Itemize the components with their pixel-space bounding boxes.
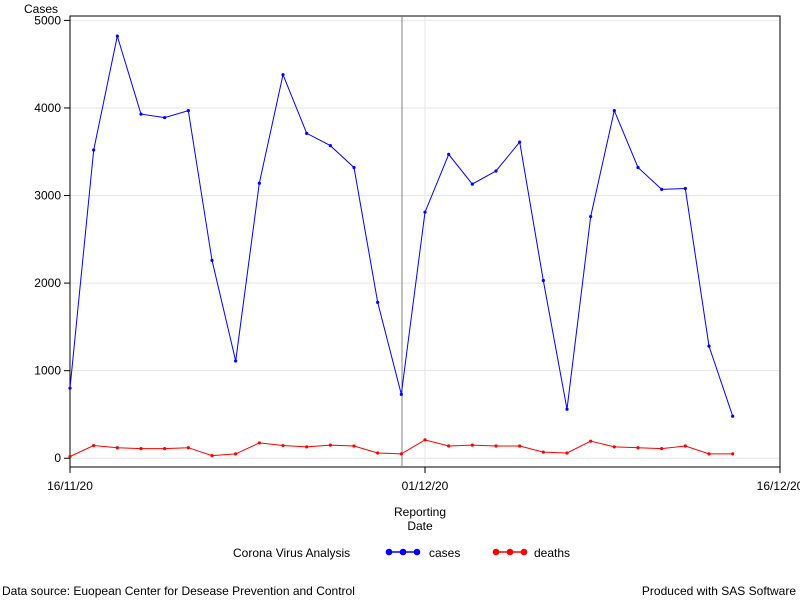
data-point-deaths [257,441,261,445]
legend-item-deaths: deaths [492,546,570,560]
data-point-deaths [399,452,403,456]
y-axis-label: Cases [24,2,58,16]
data-point-cases [565,407,569,411]
data-point-cases [92,148,96,152]
legend-label-cases: cases [429,546,460,560]
series-lines [68,34,735,459]
data-point-cases [352,165,356,170]
x-tick-label: 01/12/20 [402,479,449,493]
data-point-cases [257,181,261,185]
y-tick-label: 3000 [34,189,61,203]
data-point-cases [541,278,545,283]
y-tick-label: 4000 [34,101,61,115]
legend-marker-deaths [520,548,528,556]
data-point-deaths [636,446,640,450]
data-point-cases [518,140,522,144]
x-axis-label-line2: Date [407,519,433,533]
data-point-cases [660,187,664,191]
data-point-cases [68,386,72,390]
data-point-cases [589,214,593,219]
axes: 0 1000 2000 3000 4000 5000 16/11/20 01/12/20 16/… [34,13,800,493]
data-point-deaths [541,450,545,454]
data-point-cases [281,73,285,77]
legend-item-cases: cases [385,546,460,560]
grid [69,16,781,467]
data-point-deaths [494,444,498,448]
data-point-deaths [352,444,356,448]
data-point-cases [612,108,616,113]
footnote-produced-with: Produced with SAS Software [641,584,796,598]
x-axis-label-line1: Reporting [394,505,446,519]
x-tick-label: 16/11/20 [47,479,93,493]
data-point-deaths [281,443,285,448]
data-point-deaths [612,445,616,449]
data-point-deaths [328,443,332,447]
legend-title: Corona Virus Analysis [233,546,350,560]
data-point-cases [731,414,735,418]
data-point-deaths [92,443,96,448]
data-point-cases [115,34,119,38]
data-point-deaths [139,447,143,451]
data-point-cases [328,144,332,148]
data-point-cases [139,112,143,116]
y-tick-label: 1000 [34,364,61,378]
data-point-cases [636,165,640,170]
legend-marker-cases [385,548,393,556]
legend-marker-cases [413,548,421,556]
legend: Corona Virus Analysis cases deaths [233,546,570,560]
data-point-deaths [210,454,214,458]
data-point-cases [399,392,403,396]
x-tick-label: 16/12/20 [757,479,800,493]
data-point-deaths [565,451,569,455]
legend-marker-deaths [506,548,514,556]
data-point-deaths [589,439,593,443]
data-point-deaths [186,446,190,450]
data-point-deaths [68,454,72,459]
data-point-deaths [470,443,474,447]
y-tick-label: 0 [54,451,61,465]
data-point-cases [186,108,190,113]
data-point-deaths [115,446,119,450]
data-point-cases [210,258,214,262]
data-point-deaths [518,444,522,448]
footnote-data-source: Data source: Euopean Center for Desease … [2,584,355,598]
data-point-deaths [731,452,735,456]
y-tick-label: 2000 [34,276,61,290]
data-point-cases [163,115,167,120]
legend-marker-cases [399,548,407,556]
data-point-deaths [707,452,711,456]
y-tick-label: 5000 [34,13,61,27]
data-point-cases [234,359,238,363]
data-point-deaths [423,438,427,442]
data-point-deaths [683,444,687,448]
legend-label-deaths: deaths [534,546,570,560]
data-point-cases [447,152,451,156]
data-point-deaths [447,444,451,448]
data-point-cases [683,186,687,191]
data-point-cases [423,210,427,214]
data-point-cases [494,169,498,173]
data-point-deaths [163,447,167,451]
data-point-deaths [376,451,380,455]
data-point-cases [707,344,711,348]
data-point-deaths [234,452,238,456]
data-point-cases [376,300,380,304]
legend-marker-deaths [492,548,500,556]
data-point-cases [305,131,309,135]
data-point-deaths [305,445,309,449]
data-point-deaths [660,447,664,451]
data-point-cases [470,182,474,186]
series-line-cases [69,35,734,417]
